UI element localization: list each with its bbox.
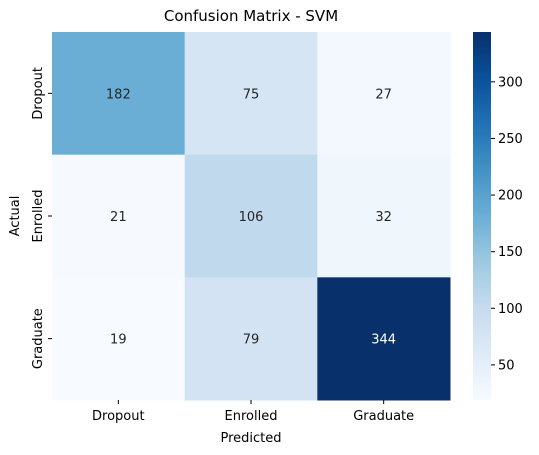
cell-value-label: 182 xyxy=(106,87,131,102)
y-tick-label: Graduate xyxy=(31,308,46,369)
x-axis-label: Predicted xyxy=(220,431,281,446)
x-tick-label: Enrolled xyxy=(225,409,278,424)
colorbar-tick-label: 150 xyxy=(498,245,523,260)
y-tick-label: Dropout xyxy=(31,67,46,120)
colorbar-tick-label: 100 xyxy=(498,302,523,317)
heatmap-cell xyxy=(317,277,451,401)
cell-value-label: 106 xyxy=(239,210,264,225)
cell-value-label: 344 xyxy=(371,333,396,348)
heatmap-cell xyxy=(52,32,186,156)
y-tick-label: Enrolled xyxy=(31,190,46,243)
colorbar-tick-label: 250 xyxy=(498,132,523,147)
cell-value-label: 32 xyxy=(375,210,392,225)
x-tick-label: Graduate xyxy=(353,409,414,424)
heatmap-cell xyxy=(317,32,451,156)
colorbar-tick-label: 300 xyxy=(498,75,523,90)
colorbar-ticks: 50 100 150 200 250 300 xyxy=(491,75,523,373)
cell-value-label: 19 xyxy=(110,333,127,348)
x-axis-ticks: Dropout Enrolled Graduate xyxy=(92,400,414,424)
heatmap-cell xyxy=(52,277,186,401)
x-tick-label: Dropout xyxy=(92,409,145,424)
heatmap-cell xyxy=(52,154,186,278)
cell-value-label: 27 xyxy=(375,87,392,102)
heatmap-cell xyxy=(184,277,318,401)
y-axis-ticks: Dropout Enrolled Graduate xyxy=(31,67,52,369)
colorbar-tick-label: 50 xyxy=(498,358,515,373)
chart-title: Confusion Matrix - SVM xyxy=(164,7,338,25)
heatmap-cells xyxy=(52,32,451,401)
y-axis-label: Actual xyxy=(8,196,23,237)
cell-value-label: 21 xyxy=(110,210,127,225)
colorbar-tick-label: 200 xyxy=(498,189,523,204)
cell-value-label: 79 xyxy=(243,333,260,348)
heatmap-cell xyxy=(184,32,318,156)
cell-value-label: 75 xyxy=(243,87,260,102)
colorbar xyxy=(473,32,491,400)
heatmap-cell xyxy=(184,154,318,278)
heatmap-cell-labels: 182 75 27 21 106 32 19 79 344 xyxy=(106,87,396,347)
heatmap-cell xyxy=(317,154,451,278)
